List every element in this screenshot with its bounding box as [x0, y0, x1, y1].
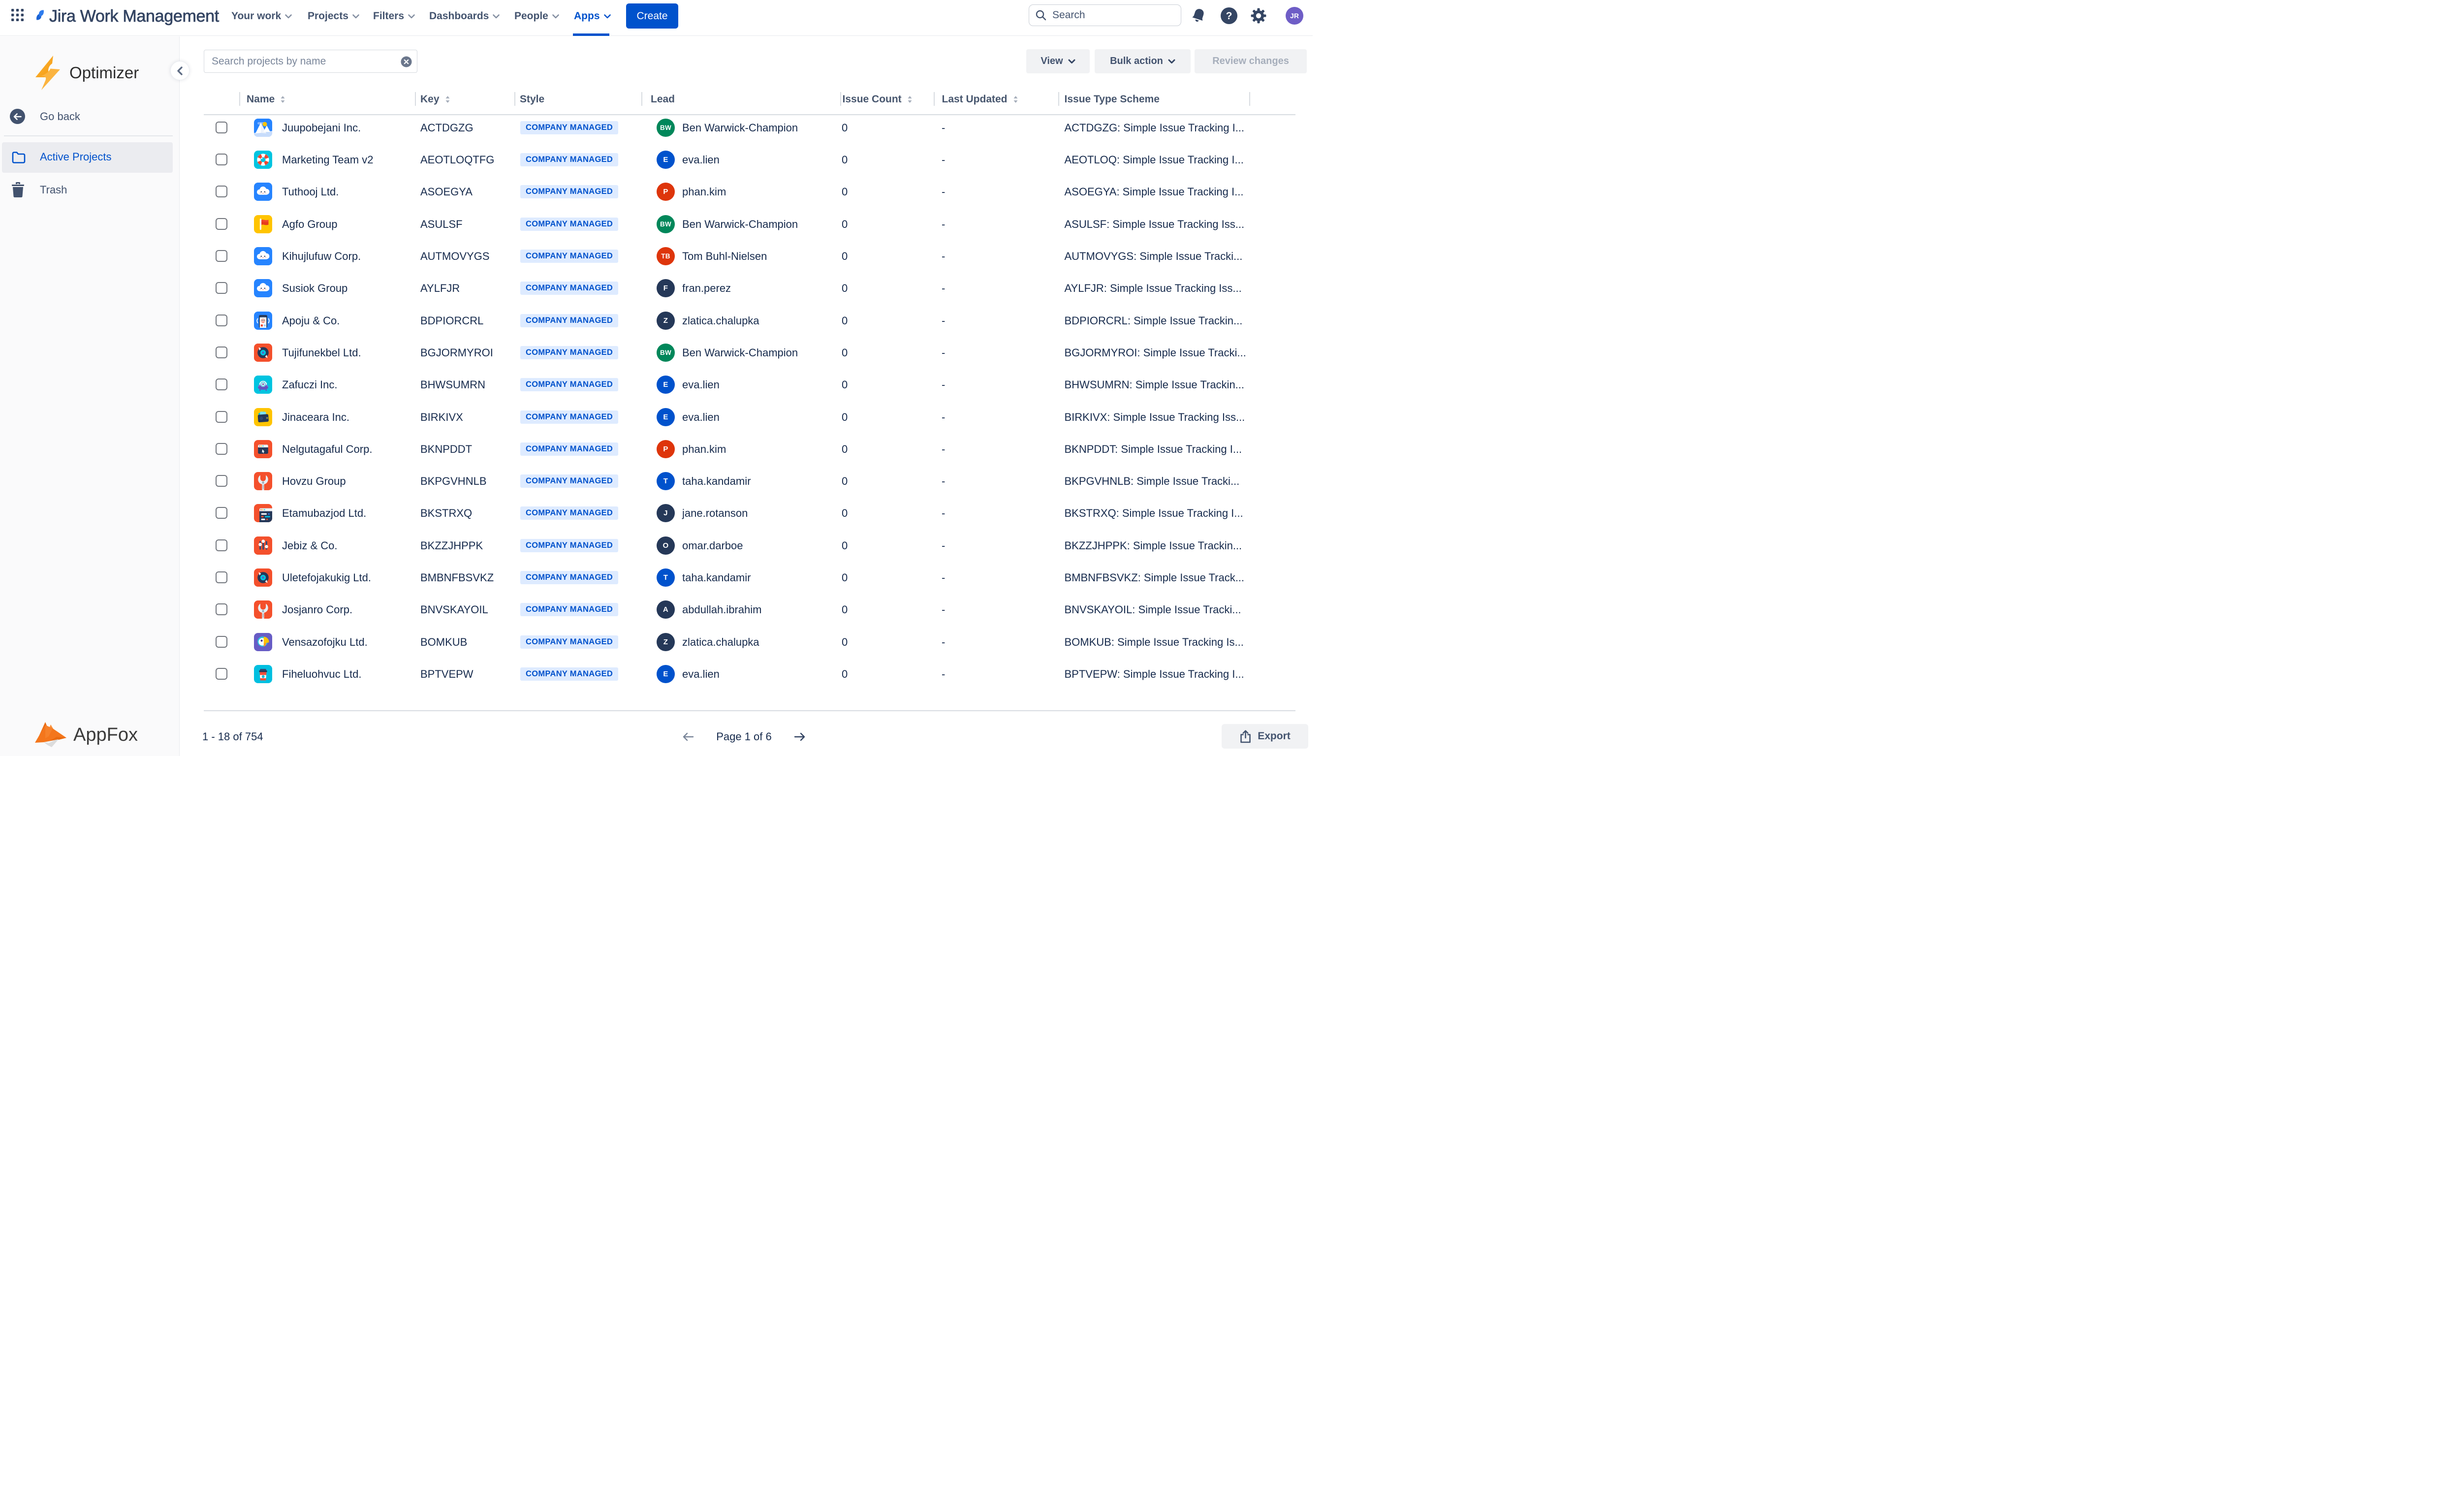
svg-text:?: ?: [1226, 10, 1232, 22]
